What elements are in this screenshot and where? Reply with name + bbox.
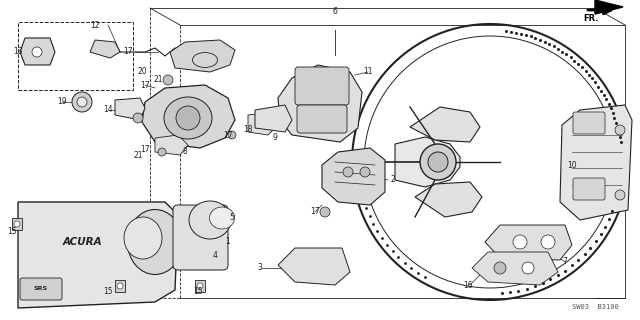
Text: SW03  B3100: SW03 B3100 — [572, 304, 618, 310]
Polygon shape — [170, 40, 235, 72]
Ellipse shape — [209, 207, 234, 229]
Text: 17: 17 — [140, 81, 150, 90]
Polygon shape — [142, 85, 235, 148]
Circle shape — [32, 47, 42, 57]
Polygon shape — [115, 98, 145, 120]
Polygon shape — [395, 137, 460, 187]
Text: 4: 4 — [212, 251, 218, 260]
Text: 11: 11 — [364, 68, 372, 76]
Text: 10: 10 — [567, 161, 577, 170]
Text: FR.: FR. — [583, 14, 598, 23]
Circle shape — [14, 221, 20, 227]
Polygon shape — [410, 107, 480, 142]
Text: 17: 17 — [223, 131, 233, 140]
Polygon shape — [322, 148, 385, 205]
Text: 6: 6 — [333, 7, 337, 17]
Text: 14: 14 — [103, 106, 113, 115]
Text: 16: 16 — [463, 281, 473, 290]
Circle shape — [615, 125, 625, 135]
Bar — [12, 218, 22, 230]
Text: 17: 17 — [123, 47, 133, 57]
Circle shape — [228, 131, 236, 139]
Text: 21: 21 — [153, 76, 163, 84]
Text: SRS: SRS — [34, 286, 48, 292]
Polygon shape — [255, 105, 292, 132]
Text: 15: 15 — [7, 228, 17, 236]
Text: 18: 18 — [243, 125, 253, 134]
Polygon shape — [595, 0, 623, 14]
FancyBboxPatch shape — [573, 112, 605, 134]
Ellipse shape — [127, 210, 182, 275]
Circle shape — [541, 235, 555, 249]
FancyBboxPatch shape — [173, 205, 228, 270]
Circle shape — [343, 167, 353, 177]
Bar — [115, 280, 125, 292]
Text: 17: 17 — [140, 146, 150, 155]
Text: 20: 20 — [137, 68, 147, 76]
Polygon shape — [18, 202, 178, 308]
Text: 17: 17 — [310, 207, 320, 217]
Polygon shape — [278, 65, 362, 142]
Text: 12: 12 — [90, 20, 100, 29]
Circle shape — [513, 235, 527, 249]
Text: 9: 9 — [273, 132, 277, 141]
FancyBboxPatch shape — [297, 105, 347, 133]
Circle shape — [77, 97, 87, 107]
Circle shape — [176, 106, 200, 130]
Text: 3: 3 — [257, 263, 262, 273]
Ellipse shape — [164, 97, 212, 139]
Text: ACURA: ACURA — [62, 237, 102, 247]
Polygon shape — [472, 252, 558, 285]
Circle shape — [428, 152, 448, 172]
Polygon shape — [248, 112, 278, 135]
Polygon shape — [485, 225, 572, 260]
FancyBboxPatch shape — [573, 178, 605, 200]
Polygon shape — [20, 38, 55, 65]
Polygon shape — [415, 182, 482, 217]
Circle shape — [360, 167, 370, 177]
Text: 21: 21 — [133, 150, 143, 159]
Circle shape — [133, 113, 143, 123]
Circle shape — [197, 283, 203, 289]
Text: 1: 1 — [226, 237, 230, 246]
Polygon shape — [278, 248, 350, 285]
Circle shape — [420, 144, 456, 180]
Polygon shape — [560, 105, 632, 220]
Circle shape — [615, 190, 625, 200]
Text: 5: 5 — [230, 213, 234, 222]
Circle shape — [320, 207, 330, 217]
FancyBboxPatch shape — [295, 67, 349, 105]
Text: 7: 7 — [563, 258, 568, 267]
Bar — [195, 280, 205, 292]
Text: 15: 15 — [193, 287, 203, 297]
Circle shape — [522, 262, 534, 274]
Text: 19: 19 — [57, 98, 67, 107]
Circle shape — [163, 75, 173, 85]
Polygon shape — [90, 40, 120, 58]
Text: 2: 2 — [390, 175, 396, 185]
Circle shape — [158, 148, 166, 156]
Ellipse shape — [124, 217, 162, 259]
Circle shape — [117, 283, 123, 289]
Bar — [18, 22, 133, 90]
FancyBboxPatch shape — [20, 278, 62, 300]
Text: 8: 8 — [182, 148, 188, 156]
Circle shape — [72, 92, 92, 112]
Circle shape — [494, 262, 506, 274]
Ellipse shape — [189, 201, 231, 239]
Text: 15: 15 — [103, 287, 113, 297]
Polygon shape — [155, 135, 188, 155]
Text: 13: 13 — [13, 47, 23, 57]
